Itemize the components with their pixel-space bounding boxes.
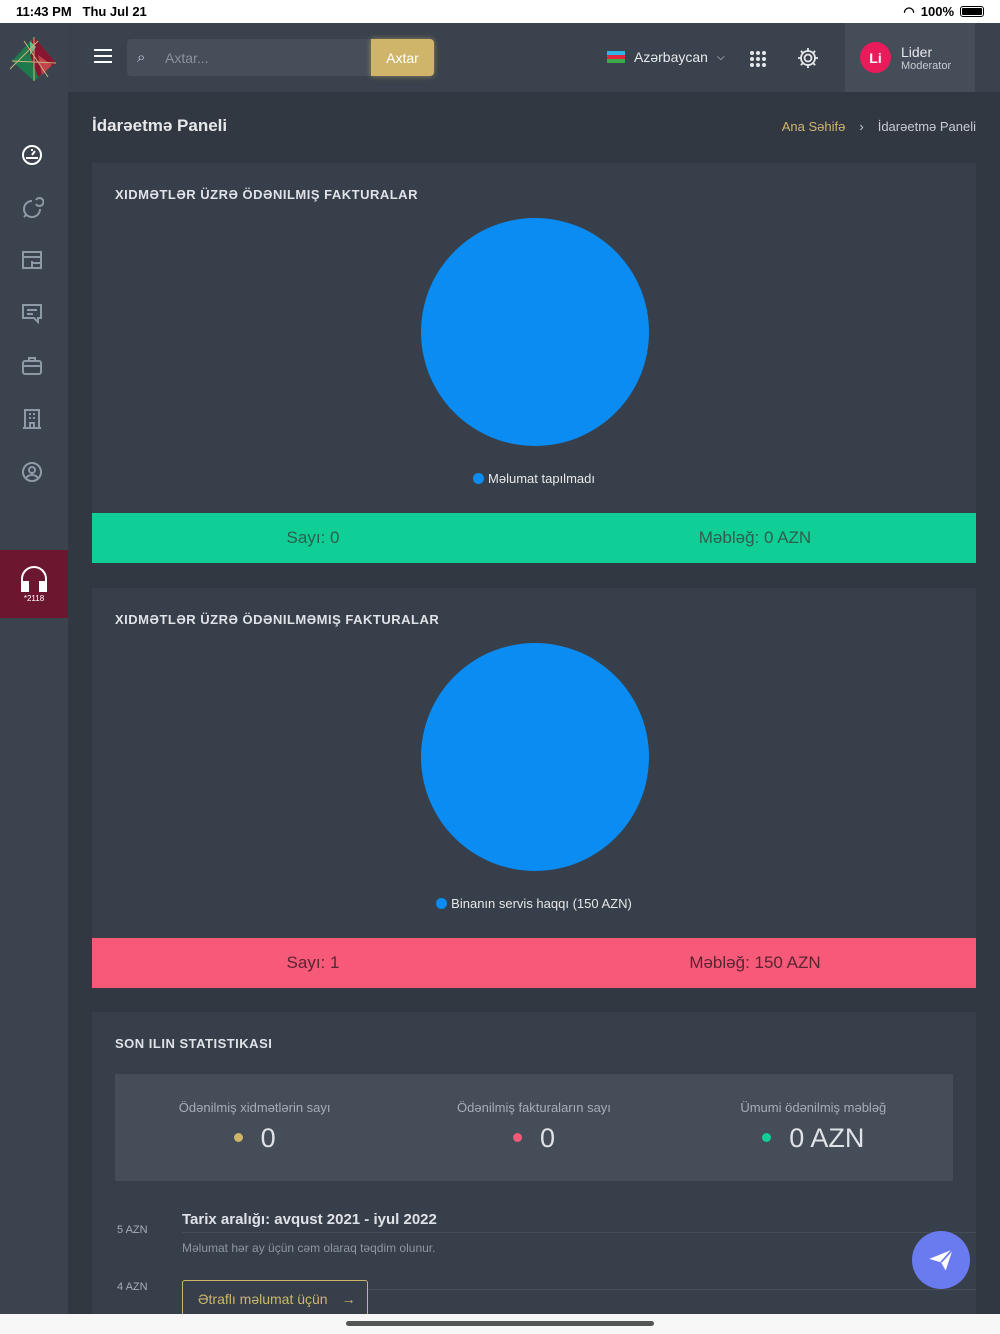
building-icon bbox=[23, 409, 41, 429]
battery-icon bbox=[960, 6, 984, 17]
stat-label: Ödənilmiş fakturaların sayı bbox=[457, 1100, 611, 1115]
unpaid-summary-bar: Sayı: 1 Məbləğ: 150 AZN bbox=[92, 938, 976, 988]
pie-slice[interactable] bbox=[421, 218, 649, 446]
breadcrumb-current: İdarəetmə Paneli bbox=[877, 119, 976, 134]
sidebar: *2118 bbox=[0, 23, 68, 1314]
search-button[interactable]: Axtar bbox=[371, 39, 434, 76]
search-placeholder: Axtar... bbox=[165, 49, 209, 66]
stat-label: Ümumi ödənilmiş məbləğ bbox=[740, 1100, 887, 1115]
language-label: Azərbaycan bbox=[634, 49, 708, 65]
apps-grid-icon[interactable] bbox=[750, 51, 766, 67]
user-name: Lider bbox=[901, 43, 933, 60]
gridline bbox=[182, 1232, 976, 1233]
more-info-label: Ətraflı məlumat üçün bbox=[198, 1291, 328, 1307]
card-title: XIDMƏTLƏR ÜZRƏ ÖDƏNILMƏMIŞ FAKTURALAR bbox=[115, 612, 440, 627]
nav-calendar[interactable] bbox=[20, 248, 44, 272]
y-tick-label: 4 AZN bbox=[117, 1281, 148, 1293]
briefcase-icon bbox=[22, 357, 42, 375]
breadcrumb: Ana Səhifə › İdarəetmə Paneli bbox=[782, 119, 976, 134]
stat-total-paid: Ümumi ödənilmiş məbləğ 0 AZN bbox=[674, 1074, 953, 1181]
support-button[interactable]: *2118 bbox=[0, 550, 68, 618]
stats-summary: Ödənilmiş xidmətlərin sayı 0 Ödənilmiş fa… bbox=[115, 1074, 953, 1181]
nav-dashboard[interactable] bbox=[20, 143, 44, 167]
user-circle-icon bbox=[22, 462, 42, 482]
date-note: Məlumat hər ay üçün cəm olaraq təqdim ol… bbox=[182, 1241, 436, 1255]
headset-icon bbox=[21, 566, 47, 592]
status-bar: 11:43 PM Thu Jul 21 ◠ 100% bbox=[0, 0, 1000, 23]
user-role: Moderator bbox=[901, 59, 952, 72]
status-time: 11:43 PM bbox=[16, 4, 72, 19]
nav-services[interactable] bbox=[20, 354, 44, 378]
wifi-icon: ◠ bbox=[903, 3, 915, 19]
search-icon: ⌕ bbox=[137, 49, 146, 66]
user-menu[interactable]: Li Lider Moderator bbox=[845, 23, 975, 92]
nav-profile[interactable] bbox=[20, 460, 44, 484]
pie-slice[interactable] bbox=[421, 643, 649, 871]
message-icon bbox=[22, 304, 42, 325]
paper-plane-icon bbox=[929, 1248, 954, 1271]
paid-summary-bar: Sayı: 0 Məbləğ: 0 AZN bbox=[92, 513, 976, 563]
dashboard-icon bbox=[22, 145, 42, 165]
home-indicator[interactable] bbox=[346, 1321, 654, 1326]
menu-icon[interactable] bbox=[94, 49, 112, 63]
language-select[interactable]: Azərbaycan ⌵ bbox=[607, 49, 725, 65]
card-title: XIDMƏTLƏR ÜZRƏ ÖDƏNILMIŞ FAKTURALAR bbox=[115, 187, 418, 202]
stat-label: Ödənilmiş xidmətlərin sayı bbox=[178, 1100, 331, 1115]
paid-invoices-card: XIDMƏTLƏR ÜZRƏ ÖDƏNILMIŞ FAKTURALAR Məlu… bbox=[92, 163, 976, 563]
arrow-right-icon: → bbox=[341, 1291, 356, 1307]
support-number: *2118 bbox=[23, 594, 45, 603]
chevron-right-icon: › bbox=[859, 119, 864, 134]
dot-icon bbox=[762, 1133, 772, 1142]
chart-legend: Məlumat tapılmadı bbox=[92, 471, 976, 486]
card-title: SON ILIN STATISTIKASI bbox=[115, 1036, 273, 1051]
stat-value: 0 AZN bbox=[789, 1123, 865, 1153]
legend-label: Binanın servis haqqı (150 AZN) bbox=[451, 896, 632, 911]
stat-paid-services: Ödənilmiş xidmətlərin sayı 0 bbox=[115, 1074, 394, 1181]
search-input[interactable]: ⌕ Axtar... bbox=[127, 39, 371, 76]
stat-paid-invoices: Ödənilmiş fakturaların sayı 0 bbox=[394, 1074, 673, 1181]
dot-icon bbox=[512, 1133, 522, 1142]
flag-icon bbox=[607, 51, 625, 63]
unpaid-invoices-card: XIDMƏTLƏR ÜZRƏ ÖDƏNILMƏMIŞ FAKTURALAR Bi… bbox=[92, 588, 976, 988]
calendar-icon bbox=[22, 251, 42, 269]
nav-messages[interactable] bbox=[20, 301, 44, 325]
top-header: ⌕ Axtar... Axtar Azərbaycan ⌵ Li Lider Mode… bbox=[68, 23, 1000, 92]
page-title: İdarəetmə Paneli bbox=[92, 116, 228, 135]
legend-dot bbox=[473, 473, 485, 484]
date-range: Tarix aralığı: avqust 2021 - iyul 2022 bbox=[182, 1211, 437, 1228]
paid-count: Sayı: 0 bbox=[286, 528, 340, 547]
chart-legend: Binanın servis haqqı (150 AZN) bbox=[92, 896, 976, 911]
gear-icon[interactable] bbox=[796, 46, 820, 70]
send-message-button[interactable] bbox=[912, 1231, 970, 1289]
chat-refresh-icon bbox=[23, 197, 45, 218]
logo bbox=[9, 37, 57, 81]
more-info-button[interactable]: Ətraflı məlumat üçün → bbox=[182, 1280, 368, 1318]
nav-requests[interactable] bbox=[20, 196, 45, 220]
yearly-stats-card: SON ILIN STATISTIKASI Ödənilmiş xidmətlə… bbox=[92, 1012, 976, 1322]
legend-label: Məlumat tapılmadı bbox=[488, 471, 595, 486]
stat-value: 0 bbox=[260, 1123, 276, 1153]
breadcrumb-home[interactable]: Ana Səhifə bbox=[781, 119, 846, 134]
home-indicator-bar bbox=[0, 1314, 1000, 1334]
y-tick-label: 5 AZN bbox=[117, 1224, 148, 1236]
chevron-down-icon: ⌵ bbox=[716, 51, 725, 63]
dot-icon bbox=[233, 1133, 243, 1142]
gridline bbox=[182, 1289, 976, 1290]
paid-amount: Məbləğ: 0 AZN bbox=[698, 528, 812, 547]
legend-dot bbox=[436, 898, 448, 909]
unpaid-amount: Məbləğ: 150 AZN bbox=[689, 953, 821, 972]
status-date: Thu Jul 21 bbox=[82, 4, 147, 19]
unpaid-count: Sayı: 1 bbox=[286, 953, 340, 972]
nav-building[interactable] bbox=[20, 407, 44, 431]
stat-value: 0 bbox=[539, 1123, 555, 1153]
avatar: Li bbox=[860, 42, 891, 73]
battery-percent: 100% bbox=[920, 4, 954, 19]
